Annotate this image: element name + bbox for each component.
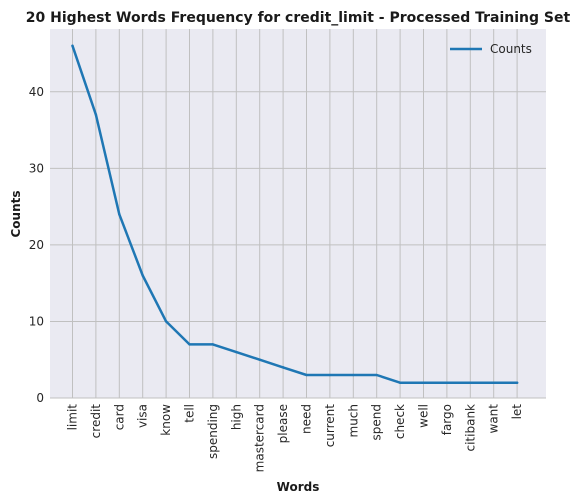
- x-tick-label: high: [229, 404, 243, 430]
- x-tick-label: spend: [370, 404, 384, 440]
- x-tick-label: limit: [66, 404, 80, 431]
- data-point: [352, 373, 355, 377]
- y-tick-label: 40: [29, 85, 44, 99]
- series-line: [71, 44, 519, 384]
- data-point: [94, 113, 98, 116]
- data-point: [422, 381, 425, 384]
- chart-title: 20 Highest Words Frequency for credit_li…: [26, 10, 571, 26]
- x-tick-label: know: [159, 404, 173, 436]
- data-point: [71, 44, 74, 48]
- y-axis-label: Counts: [9, 190, 23, 237]
- data-point: [305, 373, 308, 377]
- y-axis-ticks: 0 10 20 30 40: [29, 85, 44, 405]
- x-tick-label: visa: [136, 404, 150, 428]
- x-tick-label: citibank: [463, 404, 477, 452]
- data-point: [492, 381, 495, 384]
- x-axis-label: Words: [277, 480, 320, 494]
- plot-area: [50, 29, 546, 398]
- data-point: [164, 320, 168, 323]
- grid-lines: [50, 29, 546, 399]
- data-point: [515, 381, 519, 384]
- series-layer: [71, 44, 519, 384]
- data-point: [281, 366, 285, 369]
- y-tick-label: 30: [29, 161, 44, 175]
- data-point: [235, 350, 238, 354]
- data-point: [469, 381, 472, 384]
- x-tick-label: card: [112, 404, 126, 430]
- data-point: [211, 343, 215, 346]
- data-point: [118, 213, 121, 216]
- x-tick-label: need: [300, 404, 314, 434]
- x-tick-label: check: [393, 404, 407, 439]
- data-point: [375, 373, 378, 377]
- data-point: [398, 381, 402, 384]
- data-point: [188, 343, 191, 346]
- legend-label: Counts: [490, 42, 532, 56]
- x-tick-label: credit: [89, 404, 103, 439]
- x-tick-label: let: [510, 404, 524, 420]
- x-tick-label: spending: [206, 404, 220, 459]
- y-tick-label: 20: [29, 238, 44, 252]
- x-tick-label: well: [417, 404, 431, 428]
- x-tick-label: fargo: [440, 404, 454, 435]
- data-point: [258, 358, 261, 361]
- x-tick-label: tell: [183, 404, 197, 423]
- y-tick-label: 10: [29, 314, 44, 328]
- x-tick-label: much: [346, 404, 360, 438]
- x-tick-label: please: [276, 404, 290, 443]
- data-point: [328, 373, 332, 377]
- x-axis-ticks: limit credit card visa know tell spending high m…: [66, 404, 525, 473]
- x-tick-label: current: [323, 404, 337, 448]
- legend: Counts: [450, 42, 532, 56]
- data-point: [141, 274, 144, 277]
- data-point: [445, 381, 449, 384]
- y-tick-label: 0: [36, 391, 44, 405]
- x-tick-label: want: [487, 404, 501, 434]
- x-tick-label: mastercard: [253, 404, 267, 472]
